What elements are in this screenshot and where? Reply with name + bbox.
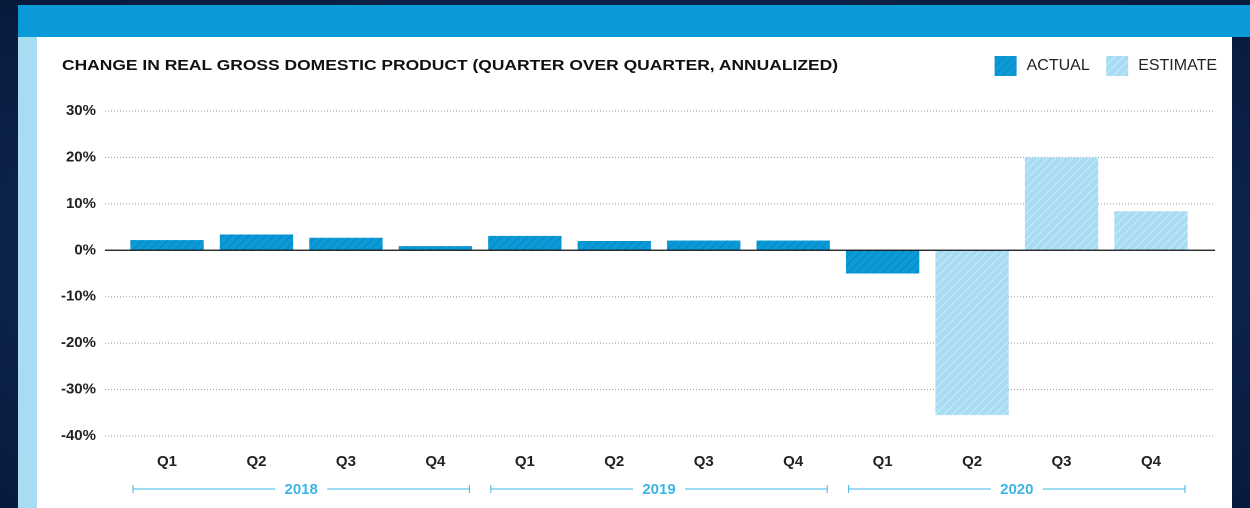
bar <box>935 250 1009 416</box>
legend-label: ACTUAL <box>1027 57 1090 74</box>
chart-title: CHANGE IN REAL GROSS DOMESTIC PRODUCT (Q… <box>62 57 838 74</box>
bar <box>577 241 651 251</box>
group-label: 2018 <box>285 481 318 498</box>
x-tick-label: Q4 <box>783 453 804 470</box>
group-label: 2020 <box>1000 481 1033 498</box>
panel <box>37 37 1232 508</box>
bar <box>398 246 473 251</box>
header-band <box>18 5 1250 37</box>
x-tick-label: Q4 <box>425 453 446 470</box>
x-tick-label: Q2 <box>246 453 266 470</box>
bar <box>309 237 383 251</box>
group-label: 2019 <box>642 481 675 498</box>
x-tick-label: Q3 <box>1052 453 1072 470</box>
y-tick-label: 20% <box>66 148 96 165</box>
group-label-bg <box>990 480 1043 498</box>
group-label-bg <box>633 480 685 498</box>
x-tick-label: Q3 <box>336 453 356 470</box>
bar <box>488 235 562 251</box>
bar <box>667 240 741 251</box>
bar <box>1024 157 1099 251</box>
x-tick-label: Q3 <box>694 453 714 470</box>
y-tick-label: 10% <box>66 195 96 212</box>
group-label-bg <box>275 480 328 498</box>
y-tick-label: -10% <box>61 288 96 305</box>
x-tick-label: Q2 <box>604 453 624 470</box>
bar <box>845 250 920 274</box>
y-tick-label: 0% <box>74 241 96 258</box>
y-tick-label: -40% <box>61 427 96 444</box>
y-tick-label: -30% <box>61 381 96 398</box>
x-tick-label: Q1 <box>157 453 177 470</box>
side-band <box>18 37 37 508</box>
bar <box>130 240 204 251</box>
legend-swatch <box>1106 56 1129 76</box>
x-tick-label: Q1 <box>873 453 893 470</box>
legend-label: ESTIMATE <box>1138 57 1217 74</box>
bar <box>1114 211 1188 251</box>
legend-swatch <box>994 56 1017 76</box>
x-tick-label: Q4 <box>1141 453 1162 470</box>
x-tick-label: Q1 <box>515 453 535 470</box>
y-tick-label: -20% <box>61 334 96 351</box>
y-tick-label: 30% <box>66 102 96 119</box>
bar <box>219 234 294 251</box>
x-tick-label: Q2 <box>962 453 982 470</box>
bar <box>756 240 830 251</box>
